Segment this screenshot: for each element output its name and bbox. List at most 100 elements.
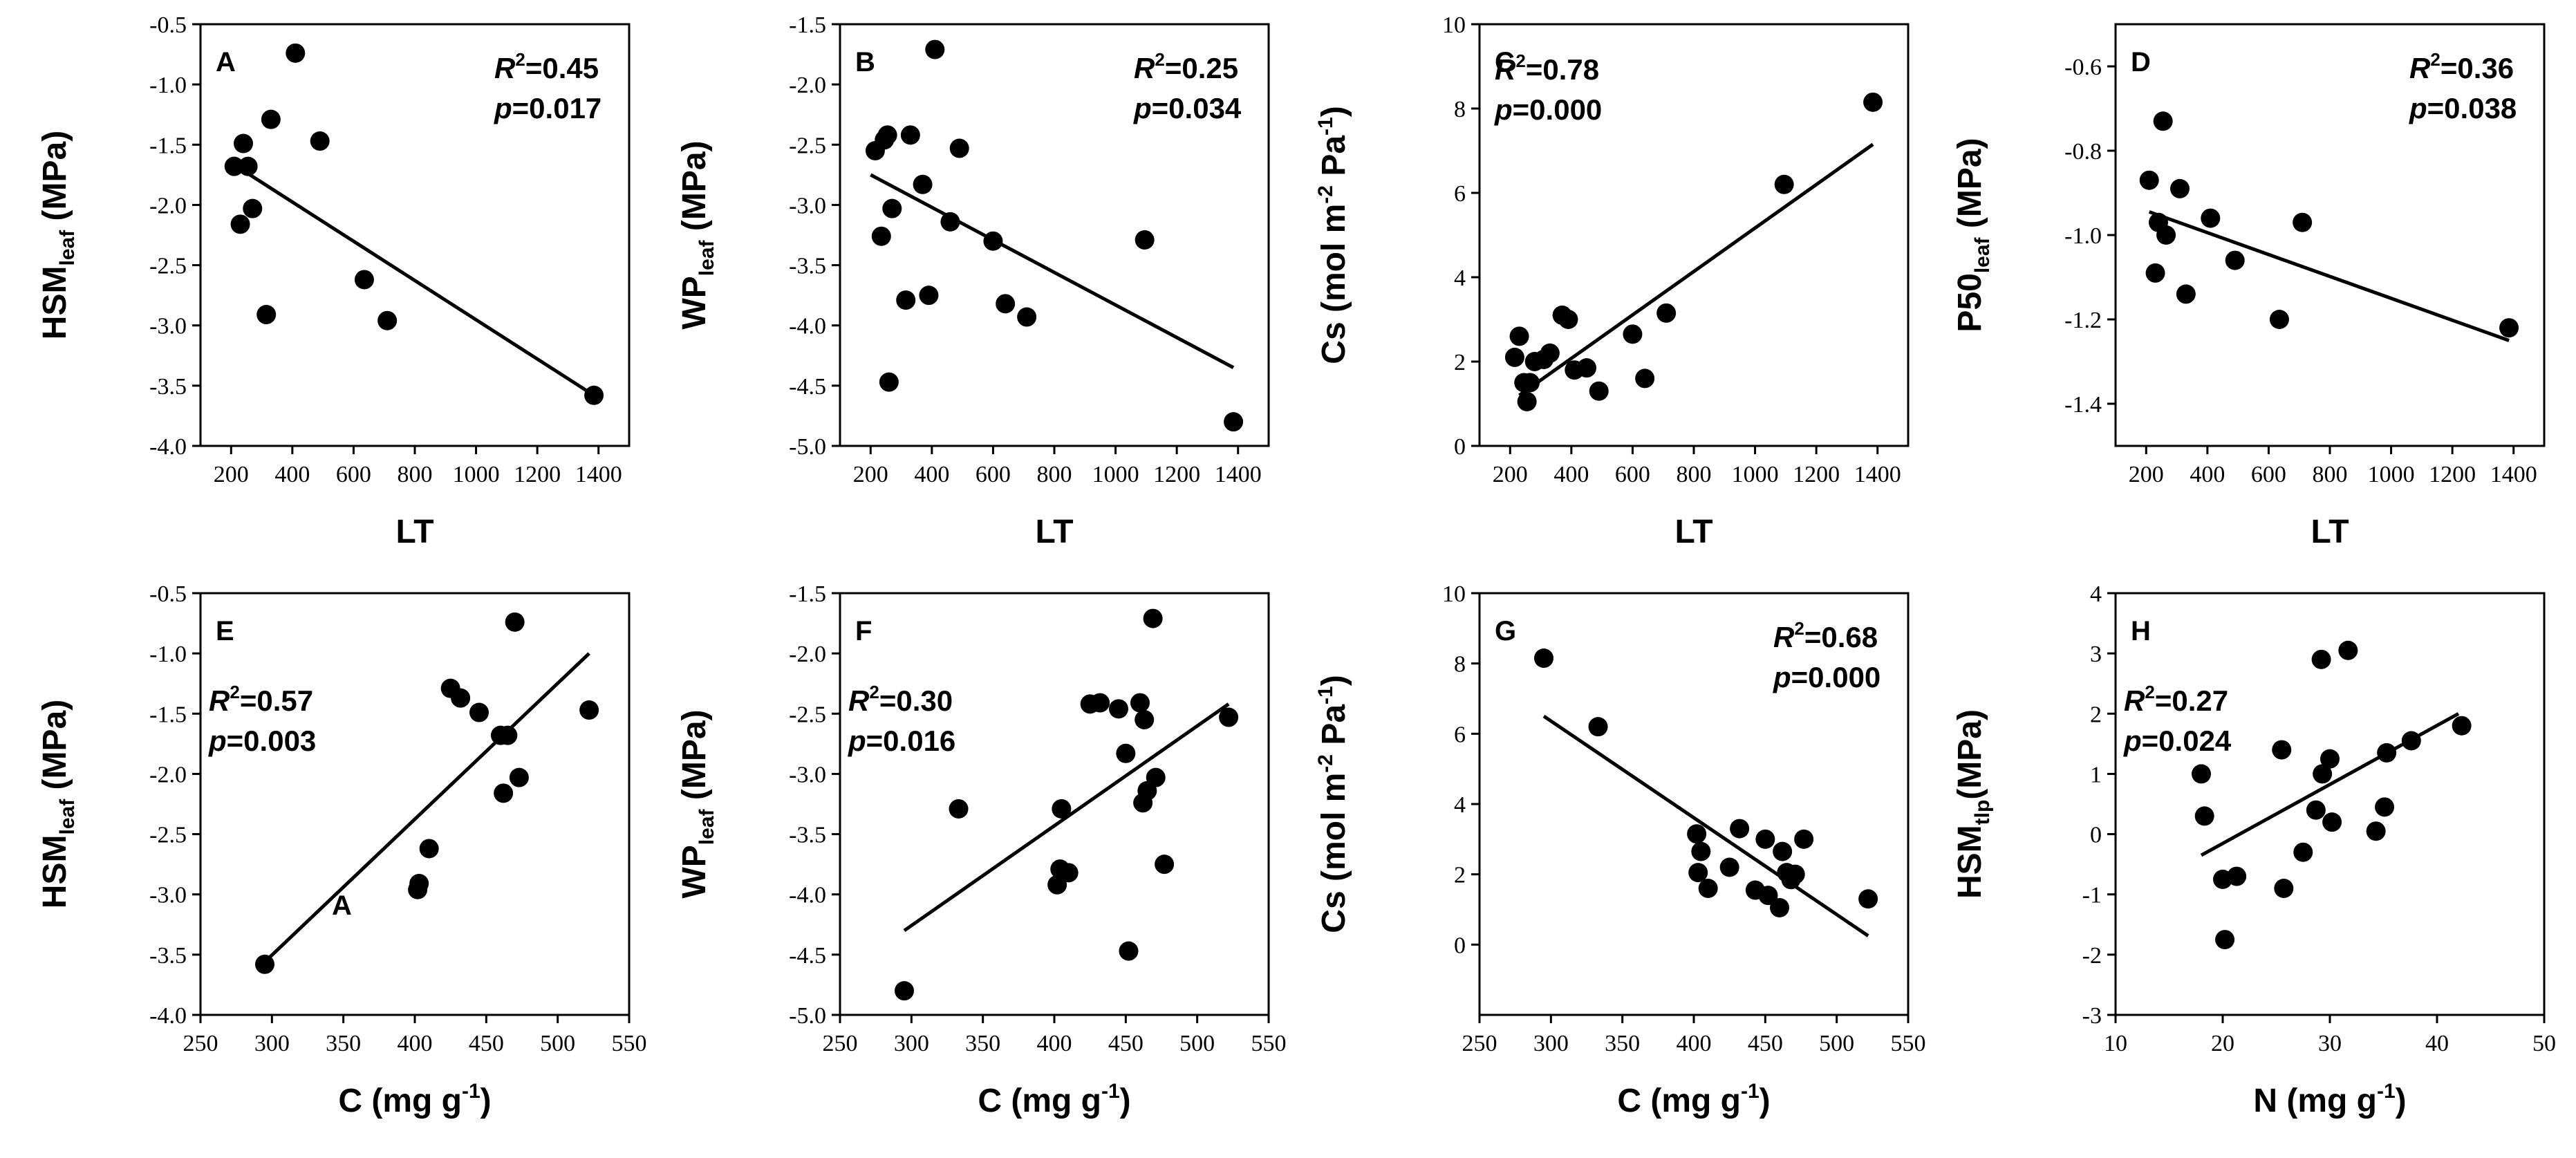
panel-c-point: [1656, 303, 1677, 323]
panel-b-xtick-label: 1000: [1092, 462, 1139, 487]
panel-f-point: [1058, 863, 1079, 883]
panel-g-point: [1588, 717, 1608, 737]
panel-f-xtick-label: 300: [894, 1031, 929, 1056]
panel-f-xtick-label: 400: [1037, 1031, 1072, 1056]
panel-b-point: [913, 174, 933, 194]
panel-b-ytick-label: -2.5: [789, 133, 826, 158]
panel-f-point: [1090, 693, 1110, 713]
panel-a-xtick-label: 1000: [453, 462, 500, 487]
panel-d-xtick-label: 400: [2190, 462, 2225, 487]
panel-f-ytick-label: -5.0: [789, 1003, 826, 1029]
panel-a-ytick-label: -4.0: [149, 434, 187, 460]
panel-b-fit-line: [870, 173, 1235, 369]
panel-b-point: [1224, 412, 1244, 432]
panel-f-p: p=0.016: [848, 725, 955, 757]
panel-b-r2: R2=0.25: [1134, 49, 1238, 84]
panel-h-point: [2375, 797, 2395, 817]
panel-c-xtick-label: 800: [1677, 462, 1712, 487]
panel-f-point: [1116, 743, 1136, 763]
panel-a-ytick-label: -1.5: [149, 133, 187, 158]
panel-b-point: [871, 226, 891, 246]
panel-e-xtick-label: 350: [326, 1031, 361, 1056]
panel-a-ytick-label: -1.0: [149, 73, 187, 98]
panel-h-ytick-label: 3: [2090, 642, 2102, 667]
panel-b-letter: B: [855, 47, 875, 77]
panel-a-ytick-label: -2.0: [149, 193, 187, 218]
panel-f-ytick-label: -2.0: [789, 642, 826, 667]
panel-d-xtick-label: 1400: [2490, 462, 2537, 487]
panel-c-point: [1863, 92, 1883, 112]
panel-g-point: [1785, 864, 1805, 884]
panel-e-xtick-label: 550: [612, 1031, 647, 1056]
panel-e-xlabel: C (mg g-1): [338, 1080, 491, 1119]
panel-f-ytick-label: -1.5: [789, 581, 826, 607]
panel-h-xtick-label: 40: [2425, 1031, 2449, 1056]
panel-d-frame: [2114, 23, 2546, 447]
panel-b-ylabel: WPleaf (MPa): [676, 140, 718, 329]
panel-a-fit-line: [230, 161, 595, 397]
panel-f-ytick-label: -4.0: [789, 883, 826, 908]
panel-h-xtick-label: 30: [2318, 1031, 2342, 1056]
panel-h-ytick-label: 4: [2090, 581, 2102, 607]
panel-g-letter: G: [1495, 616, 1516, 646]
panel-e-ytick-label: -3.0: [149, 883, 187, 908]
panel-b-point: [900, 125, 920, 145]
panel-h-ylabel: HSMtlp(MPa): [1952, 709, 1994, 899]
panel-g-fit-line: [1542, 714, 1869, 937]
panel-g-ytick-label: 6: [1454, 722, 1466, 747]
panel-b-ytick-label: -2.0: [789, 73, 826, 98]
panel-c-point: [1635, 368, 1655, 389]
panel-h-xlabel: N (mg g-1): [2253, 1080, 2406, 1119]
panel-h-ytick-label: -2: [2082, 943, 2102, 969]
panel-h-xtick-label: 20: [2211, 1031, 2234, 1056]
panel-g-ytick-label: 8: [1454, 652, 1466, 678]
panel-g-point: [1770, 897, 1789, 917]
panel-b-xlabel: LT: [1035, 514, 1073, 550]
panel-b-xtick-label: 400: [914, 462, 949, 487]
panel-c-xtick-label: 1000: [1732, 462, 1779, 487]
panel-d-ytick-label: -0.8: [2064, 139, 2102, 165]
panel-b-point: [1135, 230, 1155, 250]
panel-a-xtick-label: 1400: [575, 462, 622, 487]
panel-c-point: [1774, 174, 1794, 194]
panel-e-ytick-label: -0.5: [149, 581, 187, 607]
panel-g-point: [1719, 857, 1739, 877]
panel-d-p: p=0.038: [2409, 92, 2517, 124]
panel-a-xlabel: LT: [395, 514, 433, 550]
panel-h-r2: R2=0.27: [2124, 682, 2228, 717]
panel-a-ytick-label: -3.0: [149, 314, 187, 339]
panel-e: 250 300 350 400 450 500 550 -4.0 -3.5 -3.0 -2.5 -2.…: [37, 581, 647, 1119]
panel-c-ytick-label: 2: [1454, 350, 1466, 375]
panel-c-ytick-label: 10: [1442, 12, 1466, 38]
panel-c-ytick-label: 8: [1454, 97, 1466, 122]
panel-h-fit-line: [2200, 712, 2460, 857]
panel-a-point: [377, 310, 398, 330]
panel-g-ytick-label: 2: [1454, 863, 1466, 888]
panel-a-ytick-label: -2.5: [149, 254, 187, 279]
panel-b-xtick-label: 600: [976, 462, 1011, 487]
panel-a-xtick-label: 1200: [514, 462, 561, 487]
panel-d-point: [2269, 310, 2289, 329]
panel-c-ytick-label: 4: [1454, 265, 1466, 291]
panel-c-point: [1589, 381, 1609, 401]
panel-e-ylabel: HSMleaf (MPa): [37, 700, 79, 908]
panel-c-point: [1509, 326, 1529, 346]
panel-b-point: [996, 294, 1016, 314]
panel-b-point: [983, 231, 1003, 251]
panel-g-xtick-label: 250: [1462, 1031, 1497, 1056]
panel-f-r2: R2=0.30: [848, 682, 953, 717]
panel-b-ytick-label: -4.0: [789, 314, 826, 339]
panel-b: 200 400 600 800 1000 1200 1400 -5.0 -4.5 -4.0 -3.5…: [676, 12, 1270, 550]
panel-h-point: [2192, 764, 2211, 784]
panel-c-letter: C: [1495, 47, 1515, 77]
panel-b-ytick-label: -3.5: [789, 254, 826, 279]
panel-a-point: [354, 270, 374, 290]
panel-c-xtick-label: 200: [1493, 462, 1528, 487]
panel-h-xtick-label: 10: [2104, 1031, 2127, 1056]
panel-f-xtick-label: 450: [1108, 1031, 1144, 1056]
panel-g-xtick-label: 500: [1819, 1031, 1854, 1056]
panel-f-point: [1109, 699, 1128, 719]
panel-c-xtick-label: 1200: [1793, 462, 1840, 487]
panel-b-point: [879, 372, 899, 392]
